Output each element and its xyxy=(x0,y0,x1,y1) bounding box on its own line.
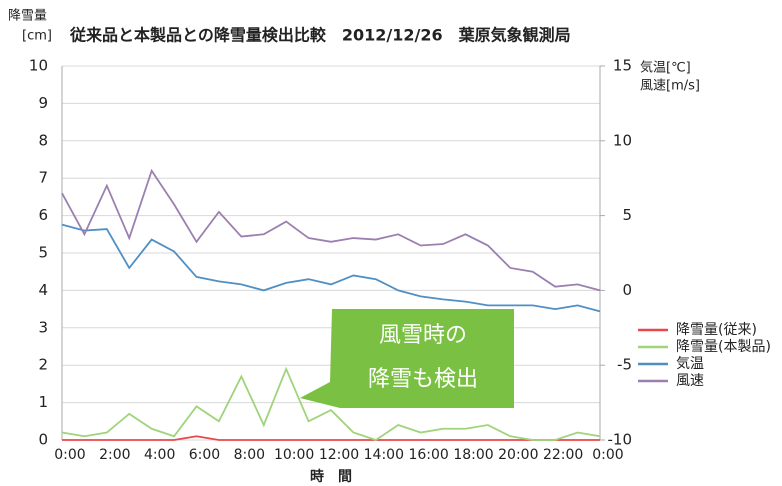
x-tick-label: 0:00 xyxy=(592,447,623,463)
y-tick-label: 0 xyxy=(38,431,48,449)
x-tick-label: 12:00 xyxy=(319,447,359,463)
y-axis-label: 降雪量 xyxy=(8,9,47,24)
y2-tick-label: 5 xyxy=(622,206,632,224)
x-tick-label: 18:00 xyxy=(453,447,493,463)
legend-label: 降雪量(本製品) xyxy=(676,339,771,355)
x-tick-label: 0:00 xyxy=(54,447,85,463)
x-tick-label: 4:00 xyxy=(144,447,175,463)
annotation: 降雪も検出 xyxy=(368,367,478,392)
legend-label: 風速 xyxy=(676,373,704,389)
y2-axis-label: 気温[℃] xyxy=(640,60,691,76)
x-axis-label: 時 間 xyxy=(310,468,352,485)
y2-tick-label: 15 xyxy=(613,57,632,75)
annotation: 風雪時の xyxy=(379,323,467,348)
x-tick-label: 22:00 xyxy=(543,447,583,463)
x-tick-label: 20:00 xyxy=(498,447,538,463)
series-line xyxy=(61,223,601,313)
y2-tick-label: -10 xyxy=(608,431,633,449)
legend-label: 降雪量(従来) xyxy=(676,322,757,338)
x-tick-label: 6:00 xyxy=(189,447,220,463)
y-tick-label: 4 xyxy=(38,281,48,299)
y-tick-label: 7 xyxy=(38,169,48,187)
y-tick-label: 8 xyxy=(38,131,48,149)
x-tick-label: 2:00 xyxy=(99,447,130,463)
x-tick-label: 14:00 xyxy=(364,447,404,463)
x-tick-label: 8:00 xyxy=(234,447,265,463)
legend-label: 気温 xyxy=(676,356,704,372)
y-axis-label: [cm] xyxy=(22,29,52,44)
y2-axis-label: 風速[m/s] xyxy=(640,79,700,94)
y2-tick-label: 0 xyxy=(622,281,632,299)
y2-tick-label: -5 xyxy=(617,356,632,374)
y-tick-label: 2 xyxy=(38,356,48,374)
series-line xyxy=(61,168,601,292)
x-tick-label: 10:00 xyxy=(274,447,314,463)
y2-tick-label: 10 xyxy=(613,131,632,149)
y-tick-label: 9 xyxy=(38,94,48,112)
y-tick-label: 10 xyxy=(29,57,48,75)
y-tick-label: 3 xyxy=(38,318,48,336)
series-line xyxy=(62,435,600,441)
y-tick-label: 6 xyxy=(38,206,48,224)
series-line xyxy=(61,366,601,441)
x-tick-label: 16:00 xyxy=(408,447,448,463)
y-tick-label: 5 xyxy=(38,244,48,262)
callout xyxy=(300,309,514,408)
y-tick-label: 1 xyxy=(38,393,48,411)
chart-title: 従来品と本製品との降雪量検出比較 2012/12/26 葉原気象観測局 xyxy=(69,26,571,45)
